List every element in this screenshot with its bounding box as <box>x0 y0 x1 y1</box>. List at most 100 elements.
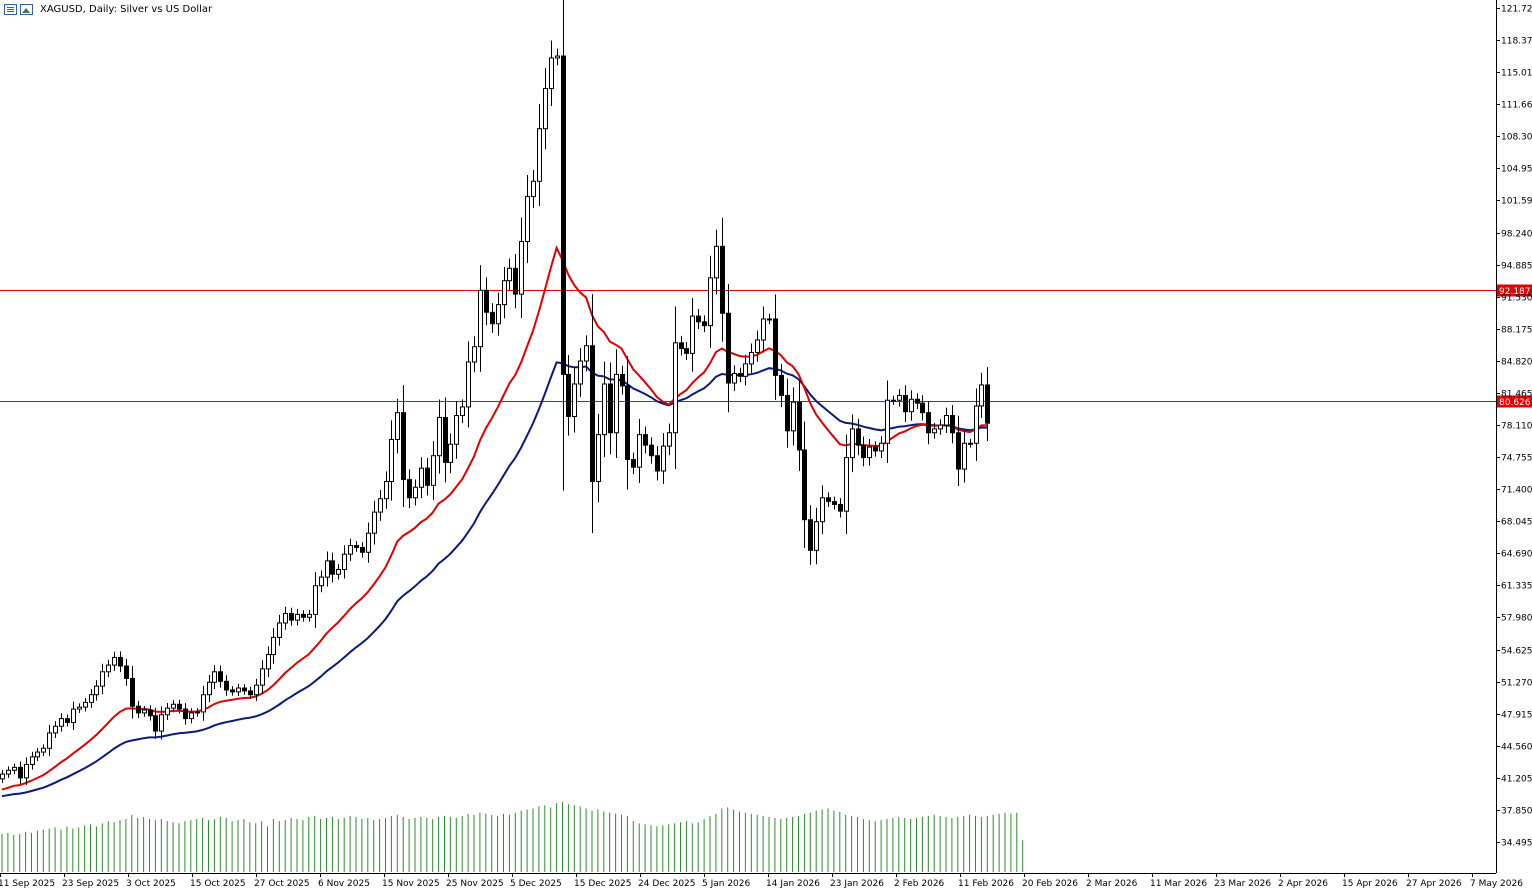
bear-candle <box>873 446 878 452</box>
bull-candle <box>496 304 501 325</box>
price-tick-label: 121.725 <box>1501 5 1532 15</box>
time-tick-label: 2 Feb 2026 <box>894 879 945 889</box>
bull-candle <box>24 764 29 779</box>
bear-candle <box>915 398 920 404</box>
bull-candle <box>348 545 353 555</box>
bull-candle <box>89 694 94 703</box>
time-tick-label: 2 Apr 2026 <box>1278 879 1328 889</box>
bull-candle <box>6 769 11 775</box>
time-tick-label: 7 May 2026 <box>1470 879 1523 889</box>
time-tick-label: 15 Oct 2025 <box>190 879 246 889</box>
time-tick-label: 20 Feb 2026 <box>1022 879 1078 889</box>
bull-candle <box>596 434 601 483</box>
bull-candle <box>885 399 890 444</box>
bear-candle <box>301 613 306 618</box>
bear-candle <box>330 560 335 575</box>
bull-candle <box>142 709 147 714</box>
bear-candle <box>566 373 571 417</box>
bear-candle <box>248 690 253 696</box>
bull-candle <box>0 773 5 780</box>
bull-candle <box>602 383 607 436</box>
bear-candle <box>407 479 412 499</box>
image-icon[interactable] <box>20 3 33 15</box>
price-tick-label: 68.045 <box>1501 518 1532 528</box>
bear-candle <box>608 383 613 434</box>
bull-candle <box>277 622 282 638</box>
bull-candle <box>549 57 554 90</box>
bear-candle <box>230 689 235 693</box>
bull-candle <box>254 684 259 696</box>
bear-candle <box>861 444 866 459</box>
price-tick-label: 44.560 <box>1501 743 1532 753</box>
bull-candle <box>844 457 849 512</box>
price-tick-label: 108.305 <box>1501 133 1532 143</box>
bull-candle <box>94 685 99 696</box>
bull-candle <box>909 398 914 413</box>
bear-candle <box>625 385 630 461</box>
price-tick-label: 37.850 <box>1501 807 1532 817</box>
bull-candle <box>814 521 819 551</box>
bull-candle <box>47 732 52 749</box>
time-tick-label: 15 Dec 2025 <box>574 879 632 889</box>
bull-candle <box>71 708 76 723</box>
bull-candle <box>667 432 672 447</box>
bear-candle <box>826 497 831 503</box>
bear-candle <box>153 715 158 732</box>
bull-candle <box>761 318 766 341</box>
bull-candle <box>749 351 754 365</box>
bear-candle <box>797 401 802 451</box>
bear-candle <box>720 245 725 314</box>
ema-fast-line <box>1 245 988 791</box>
bull-candle <box>614 373 619 434</box>
bull-candle <box>342 553 347 570</box>
price-tick-label: 51.270 <box>1501 679 1532 689</box>
bear-candle <box>696 315 701 323</box>
time-tick-label: 5 Jan 2026 <box>702 879 750 889</box>
bear-candle <box>956 432 961 470</box>
bear-candle <box>856 428 861 446</box>
bull-candle <box>448 443 453 463</box>
bull-candle <box>850 428 855 459</box>
price-tick-label: 64.690 <box>1501 550 1532 560</box>
bear-candle <box>631 459 636 468</box>
time-tick-label: 23 Jan 2026 <box>830 879 884 889</box>
time-tick-label: 24 Dec 2025 <box>638 879 696 889</box>
bear-candle <box>130 677 135 707</box>
bull-candle <box>938 424 943 430</box>
bear-candle <box>726 312 731 384</box>
bear-candle <box>148 709 153 717</box>
bull-candle <box>555 55 560 59</box>
chart-title: XAGUSD, Daily: Silver vs US Dollar <box>40 3 213 15</box>
bull-candle <box>100 671 105 687</box>
time-tick-label: 23 Mar 2026 <box>1214 879 1271 889</box>
bull-candle <box>313 585 318 615</box>
bear-candle <box>926 412 931 434</box>
bull-candle <box>891 399 896 402</box>
bear-candle <box>124 665 129 679</box>
bull-candle <box>336 568 341 575</box>
bull-candle <box>767 318 772 321</box>
bear-candle <box>985 384 990 424</box>
bull-candle <box>53 725 58 734</box>
time-tick-label: 27 Apr 2026 <box>1406 879 1462 889</box>
bull-candle <box>454 415 459 445</box>
bear-candle <box>655 455 660 472</box>
chart-header: XAGUSD, Daily: Silver vs US Dollar <box>4 2 212 16</box>
ema-slow-line <box>1 361 988 798</box>
time-tick-label: 15 Apr 2026 <box>1342 879 1398 889</box>
list-icon[interactable] <box>4 3 17 15</box>
bull-candle <box>189 712 194 720</box>
bull-candle <box>714 245 719 279</box>
bull-candle <box>932 428 937 434</box>
time-tick-label: 11 Mar 2026 <box>1150 879 1207 889</box>
bull-candle <box>159 714 164 732</box>
bear-candle <box>808 519 813 551</box>
price-line-label: 92.187 <box>1499 287 1531 297</box>
price-tick-label: 91.530 <box>1501 294 1532 304</box>
bull-candle <box>944 415 949 426</box>
bull-candle <box>519 241 524 295</box>
bull-candle <box>578 360 583 385</box>
bear-candle <box>425 467 430 486</box>
bull-candle <box>791 401 796 432</box>
